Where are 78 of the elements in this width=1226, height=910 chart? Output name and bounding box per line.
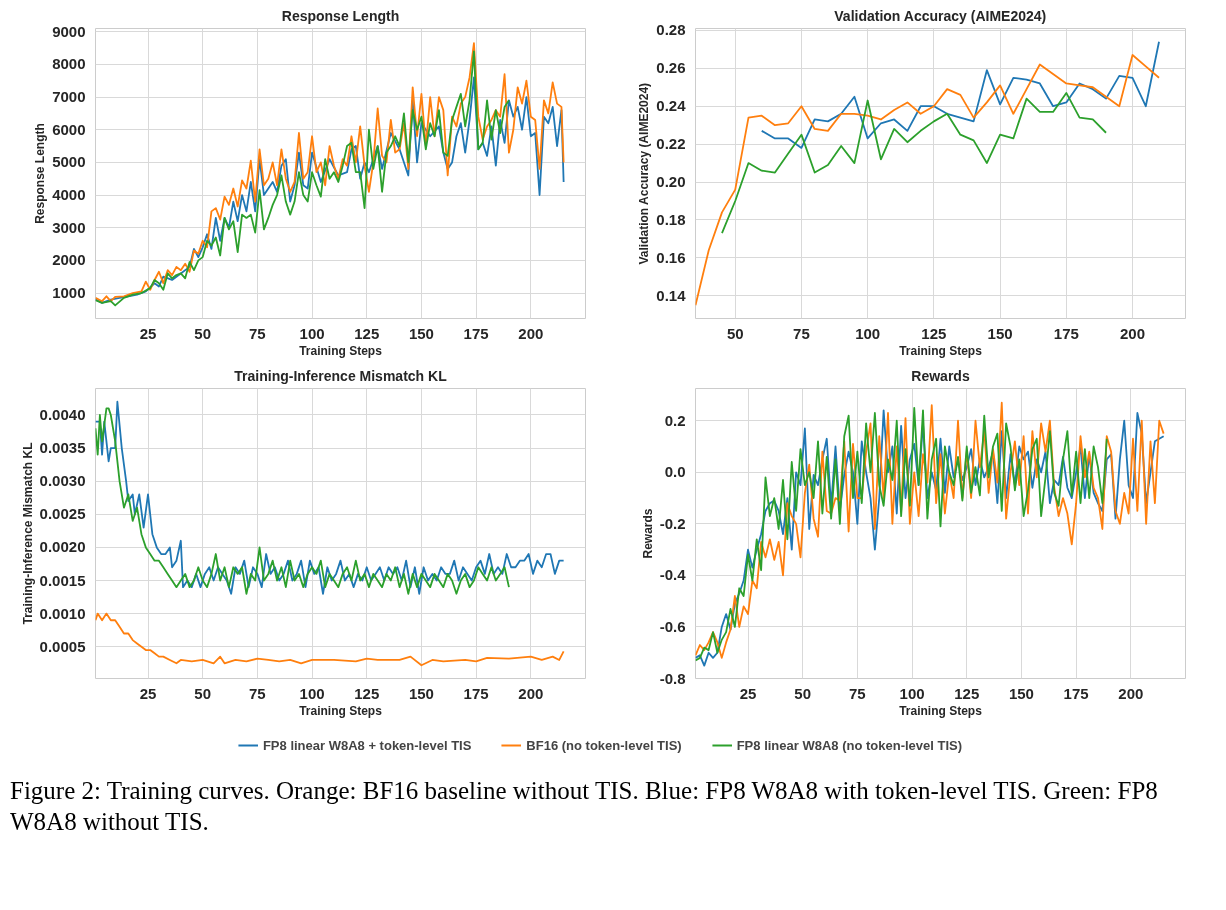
x-axis-title: Training Steps [299, 703, 383, 718]
y-tick-label: 0.18 [656, 210, 686, 228]
chart-title: Response Length [281, 7, 400, 24]
x-tick-label: 150 [408, 324, 434, 342]
x-tick-label: 50 [794, 684, 812, 702]
x-axis-title: Training Steps [899, 343, 983, 358]
x-tick-label: 125 [354, 684, 380, 702]
x-tick-label: 200 [518, 324, 544, 342]
x-tick-label: 50 [194, 324, 212, 342]
x-tick-label: 125 [954, 684, 980, 702]
y-tick-label: 6000 [52, 120, 86, 138]
x-tick-label: 75 [793, 324, 810, 342]
x-tick-label: 50 [726, 324, 744, 342]
x-tick-label: 100 [855, 324, 881, 342]
x-tick-label: 25 [739, 684, 757, 702]
y-tick-label: 0.0025 [39, 505, 86, 523]
x-tick-label: 150 [408, 684, 434, 702]
y-tick-label: 0.0010 [39, 604, 86, 622]
y-axis-title: Response Length [33, 123, 48, 224]
y-tick-label: -0.2 [659, 514, 686, 532]
x-tick-label: 150 [987, 324, 1013, 342]
x-tick-label: 100 [899, 684, 925, 702]
x-tick-label: 175 [463, 324, 489, 342]
x-axis-title: Training Steps [899, 703, 983, 718]
chart-title: Training-Inference Mismatch KL [234, 367, 448, 384]
y-tick-label: 0.20 [656, 173, 686, 191]
x-tick-label: 175 [1063, 684, 1089, 702]
y-tick-label: 0.0 [664, 463, 686, 481]
y-tick-label: 0.0015 [39, 571, 86, 589]
y-tick-label: 2000 [52, 251, 86, 269]
x-tick-label: 125 [354, 324, 380, 342]
y-tick-label: 0.22 [656, 135, 686, 153]
y-tick-label: 3000 [52, 218, 86, 236]
x-tick-label: 75 [249, 324, 266, 342]
x-tick-label: 100 [299, 684, 325, 702]
x-tick-label: 75 [849, 684, 866, 702]
y-tick-label: -0.4 [659, 566, 687, 584]
y-tick-label: 8000 [52, 55, 86, 73]
x-tick-label: 100 [299, 324, 325, 342]
y-tick-label: 0.24 [656, 97, 687, 115]
y-tick-label: 0.0030 [39, 472, 86, 490]
y-tick-label: 0.14 [656, 286, 687, 304]
y-axis-title: Training-Inference Mismatch KL [20, 442, 35, 625]
y-tick-label: 0.0020 [39, 538, 86, 556]
y-tick-label: 1000 [52, 284, 86, 302]
x-tick-label: 50 [194, 684, 212, 702]
chart-title: Rewards [911, 367, 970, 384]
y-tick-label: -0.6 [659, 617, 686, 635]
x-tick-label: 25 [139, 324, 157, 342]
y-tick-label: 0.28 [656, 21, 686, 39]
y-axis-title: Validation Accuracy (AIME2024) [637, 82, 652, 265]
legend-label: FP8 linear W8A8 + token-level TIS [262, 737, 472, 753]
x-tick-label: 200 [1118, 684, 1144, 702]
y-tick-label: 0.16 [656, 248, 686, 266]
y-tick-label: 7000 [52, 88, 86, 106]
y-axis-title: Rewards [640, 508, 655, 559]
caption: Figure 2: Training curves. Orange: BF16 baseline without TIS. Blue: FP8 W8A8 with token-level TIS. Green: FP8 W8A8 without TIS. [10, 776, 1159, 838]
x-tick-label: 175 [1053, 324, 1079, 342]
x-tick-label: 75 [249, 684, 266, 702]
y-tick-label: 0.0035 [39, 439, 86, 457]
x-tick-label: 150 [1008, 684, 1034, 702]
x-tick-label: 125 [921, 324, 947, 342]
y-tick-label: 0.26 [656, 59, 686, 77]
x-tick-label: 200 [518, 684, 544, 702]
y-tick-label: 9000 [52, 22, 86, 40]
x-tick-label: 175 [463, 684, 489, 702]
legend-label: FP8 linear W8A8 (no token-level TIS) [736, 737, 963, 753]
y-tick-label: 5000 [52, 153, 86, 171]
x-tick-label: 200 [1120, 324, 1146, 342]
x-tick-label: 25 [139, 684, 157, 702]
y-tick-label: 0.0040 [39, 405, 86, 423]
y-tick-label: 0.0005 [39, 637, 86, 655]
legend-label: BF16 (no token-level TIS) [526, 737, 682, 753]
y-tick-label: 4000 [52, 186, 86, 204]
y-tick-label: -0.8 [659, 669, 686, 687]
chart-title: Validation Accuracy (AIME2024) [834, 7, 1047, 24]
x-axis-title: Training Steps [299, 343, 383, 358]
y-tick-label: 0.2 [664, 411, 686, 429]
